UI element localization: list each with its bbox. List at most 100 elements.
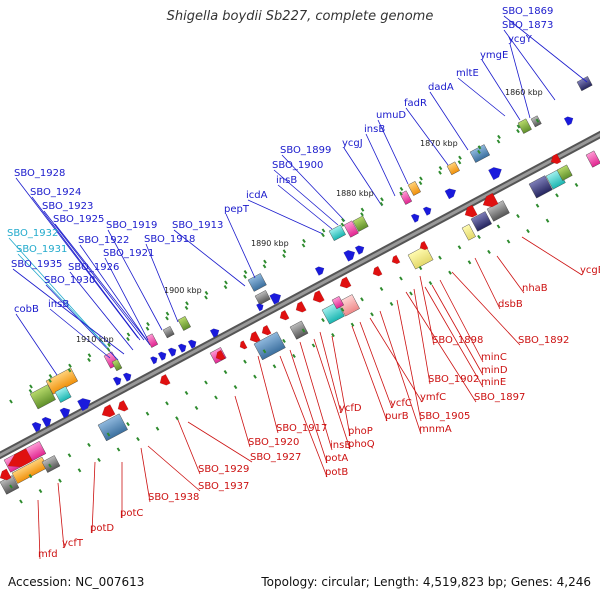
gene-arrow-rev-2	[482, 192, 499, 208]
tick-mark	[28, 389, 33, 394]
tick-mark	[136, 437, 140, 442]
gene-arrow-fwd-20	[41, 416, 52, 428]
tick-mark	[497, 134, 501, 139]
lower-label-ycfc-11: ycfC	[390, 398, 412, 409]
tick-mark	[477, 145, 482, 150]
gene-arrow-fwd-12	[177, 343, 187, 353]
gene-labels: SBO_1869 SBO_1873 ycgYymgEmltEdadAfadRumuD…	[7, 6, 600, 560]
gene-arrow-fwd-7	[314, 266, 325, 276]
tick-mark	[477, 234, 481, 239]
gene-arrow-fwd-10	[209, 328, 220, 338]
tick-mark	[67, 453, 72, 458]
lower-leader-12	[396, 299, 422, 422]
tick-mark	[438, 255, 442, 260]
gene-arrow-rev-11	[249, 331, 261, 343]
lower-label-sbo-1929-24: SBO_1929	[198, 464, 249, 475]
lower-label-insb-18: insB	[330, 440, 351, 451]
upper-label-pept-14: pepT	[224, 204, 250, 215]
tick-mark	[175, 416, 179, 421]
upper-label-sbo-1930-28: SBO_1930	[44, 275, 95, 286]
gene-arrow-fwd-2	[444, 188, 457, 200]
tick-mark	[126, 422, 130, 427]
lower-leader-9	[405, 291, 477, 403]
tick-mark	[341, 218, 345, 223]
tick-mark	[535, 203, 540, 208]
tick-mark	[526, 229, 530, 234]
tick-mark	[77, 468, 82, 473]
lower-label-phoq-17: phoQ	[348, 439, 375, 450]
tick-mark	[496, 224, 501, 229]
gene-arrow-rev-3	[419, 240, 429, 251]
gene-arrow-fwd-16	[122, 372, 132, 382]
lower-label-ycgb-0: ycgB	[580, 265, 600, 276]
gene-arrow-fwd-19	[59, 407, 71, 419]
upper-leader-9	[343, 147, 383, 207]
lower-label-ymfc-10: ymfC	[420, 392, 446, 403]
tick-mark	[350, 322, 355, 327]
gene-arrow-fwd-3	[422, 206, 432, 216]
tick-mark	[389, 301, 394, 306]
upper-leader-0	[503, 15, 588, 83]
tick-mark	[379, 201, 384, 206]
lower-leader-22	[234, 395, 251, 448]
tick-mark	[165, 316, 169, 321]
lower-label-mnma-14: mnmA	[419, 424, 452, 435]
feature-band-13	[162, 325, 175, 339]
upper-label-sbo-1926-27: SBO_1926	[68, 262, 119, 273]
lower-leader-25	[147, 445, 201, 492]
tick-mark	[165, 311, 170, 316]
feature-band-16	[111, 358, 123, 372]
gene-arrow-fwd-13	[167, 347, 177, 357]
feature-band-4	[446, 161, 460, 176]
kbp-label-4: 1900 kbp	[164, 286, 202, 295]
gene-arrow-rev-5	[372, 265, 383, 277]
tick-mark	[243, 274, 247, 279]
tick-mark	[379, 286, 384, 291]
upper-label-mlte-4: mltE	[456, 68, 479, 79]
feature-band-32	[253, 331, 286, 361]
tick-mark	[311, 343, 316, 348]
tick-mark	[48, 378, 52, 383]
upper-label-insb-8: insB	[364, 124, 385, 135]
tick-mark	[146, 322, 150, 327]
tick-mark	[185, 301, 189, 306]
upper-label-fadr-6: fadR	[404, 98, 427, 109]
feature-band-10	[247, 273, 267, 292]
gene-arrow-fwd-5	[343, 249, 356, 262]
upper-label-sbo-1921-25: SBO_1921	[103, 248, 154, 259]
tick-mark	[399, 186, 404, 191]
tick-mark	[126, 337, 130, 342]
upper-leader-20	[107, 229, 163, 331]
tick-mark	[516, 124, 521, 129]
tick-mark	[301, 243, 306, 248]
gene-arrow-fwd-8	[269, 292, 282, 305]
tick-mark	[9, 484, 13, 489]
lower-label-potb-20: potB	[325, 467, 348, 478]
gene-arrow-rev-1	[464, 204, 478, 218]
gene-arrow-fwd-18	[77, 398, 91, 412]
lower-leader-19	[289, 349, 328, 464]
gene-arrow-fwd-15	[150, 356, 158, 365]
feature-band-19	[54, 386, 72, 403]
gene-arrow-rev-4	[391, 254, 401, 265]
tick-mark	[545, 218, 550, 223]
upper-leader-30	[15, 313, 58, 376]
tick-mark	[155, 426, 160, 431]
lower-label-sbo-1905-12: SBO_1905	[419, 411, 470, 422]
upper-label-dada-5: dadA	[428, 82, 454, 93]
feature-band-12	[177, 315, 191, 331]
tick-mark	[106, 347, 111, 352]
lower-leader-30	[37, 499, 41, 560]
upper-label-insb-12: insB	[276, 175, 297, 186]
gene-arrow-rev-13	[215, 349, 226, 361]
upper-label-sbo-1919-20: SBO_1919	[106, 220, 157, 231]
gene-arrow-fwd-14	[157, 351, 167, 361]
upper-label-cobb-30: cobB	[14, 304, 39, 315]
gene-arrow-fwd-4	[410, 213, 420, 223]
tick-mark	[321, 228, 326, 233]
upper-label-sbo-1923-18: SBO_1923	[42, 201, 93, 212]
tick-mark	[58, 478, 62, 483]
tick-mark	[340, 222, 345, 227]
feature-band-3	[469, 144, 491, 163]
tick-mark	[223, 370, 228, 375]
